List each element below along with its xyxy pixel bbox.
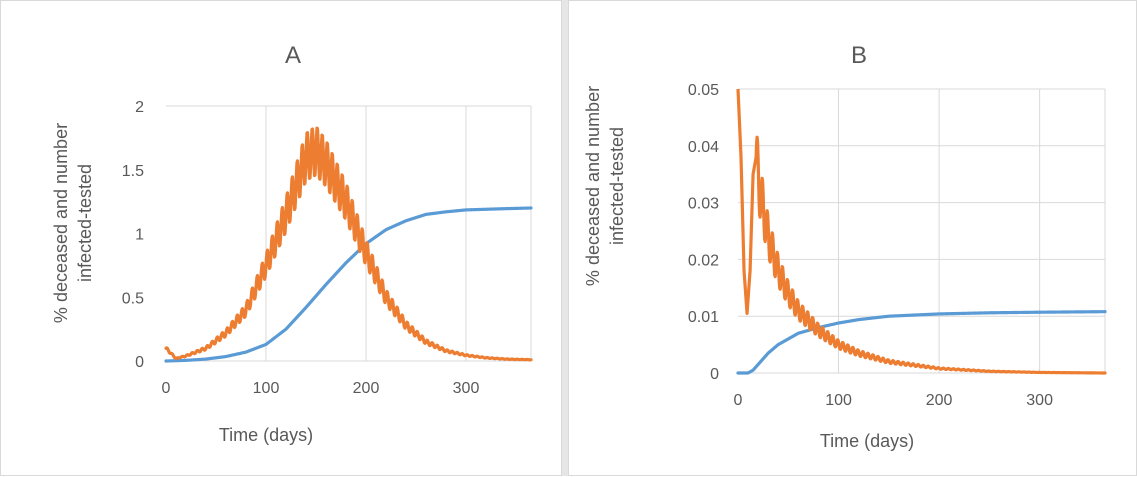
chart-b-y-tick-labels: 0 0.01 0.02 0.03 0.04 0.05 bbox=[688, 82, 719, 383]
chart-b-series-line-1 bbox=[736, 89, 1107, 375]
chart-b-y-tick-label: 0.04 bbox=[688, 139, 719, 156]
chart-a-series-line-1 bbox=[164, 126, 533, 362]
chart-panel-b: 0 100 200 300 0 0.01 0.02 0.03 0.04 0.05 B Time … bbox=[568, 0, 1137, 476]
chart-b-x-tick-label: 300 bbox=[1026, 392, 1053, 409]
chart-panel-a: 0 100 200 300 0 0.5 1 1.5 2 A Time (days) % dec… bbox=[0, 0, 562, 476]
chart-b-x-tick-labels: 0 100 200 300 bbox=[734, 392, 1054, 409]
chart-a-y-label-line-1: % deceased and number bbox=[51, 123, 71, 323]
chart-b-y-tick-label: 0.05 bbox=[688, 82, 719, 99]
chart-b-svg: 0 100 200 300 0 0.01 0.02 0.03 0.04 0.05 B Time … bbox=[583, 42, 1107, 451]
chart-a-y-tick-label: 0 bbox=[135, 354, 144, 371]
chart-a-x-tick-label: 300 bbox=[453, 380, 480, 397]
chart-a-y-tick-labels: 0 0.5 1 1.5 2 bbox=[122, 99, 144, 371]
chart-b-y-tick-label: 0.02 bbox=[688, 252, 719, 269]
chart-b-y-tick-label: 0.01 bbox=[688, 309, 719, 326]
chart-b-x-tick-label: 100 bbox=[825, 392, 852, 409]
panel-divider bbox=[562, 0, 568, 476]
chart-b-series-group bbox=[736, 89, 1107, 375]
chart-a-x-tick-label: 200 bbox=[353, 380, 380, 397]
chart-b-gridlines bbox=[738, 88, 1106, 373]
chart-a-gridlines bbox=[166, 105, 532, 361]
chart-b-y-tick-label: 0.03 bbox=[688, 196, 719, 213]
chart-a-x-tick-label: 100 bbox=[253, 380, 280, 397]
chart-a-y-tick-label: 2 bbox=[135, 99, 144, 116]
chart-a-y-tick-label: 1.5 bbox=[122, 163, 144, 180]
chart-a-title: A bbox=[285, 42, 301, 69]
chart-b-title: B bbox=[851, 42, 867, 69]
chart-a-y-tick-label: 0.5 bbox=[122, 290, 144, 307]
chart-a-y-tick-label: 1 bbox=[135, 227, 144, 244]
chart-b-series-line-0 bbox=[736, 310, 1107, 375]
chart-a-x-label: Time (days) bbox=[219, 425, 313, 445]
chart-b-x-tick-label: 200 bbox=[926, 392, 953, 409]
chart-b-y-label-line-2: infected-tested bbox=[607, 127, 627, 245]
chart-b-y-label-line-1: % deceased and number bbox=[583, 86, 603, 286]
chart-a-x-tick-label: 0 bbox=[162, 380, 171, 397]
chart-a-series-group bbox=[164, 126, 533, 363]
chart-a-series-line-0 bbox=[164, 206, 533, 363]
chart-b-x-tick-label: 0 bbox=[734, 392, 743, 409]
chart-a-x-tick-labels: 0 100 200 300 bbox=[162, 380, 480, 397]
chart-a-svg: 0 100 200 300 0 0.5 1 1.5 2 A Time (days) % dec… bbox=[51, 42, 533, 445]
chart-b-x-label: Time (days) bbox=[820, 431, 914, 451]
chart-a-y-label-line-2: infected-tested bbox=[75, 164, 95, 282]
chart-b-y-tick-label: 0 bbox=[710, 366, 719, 383]
